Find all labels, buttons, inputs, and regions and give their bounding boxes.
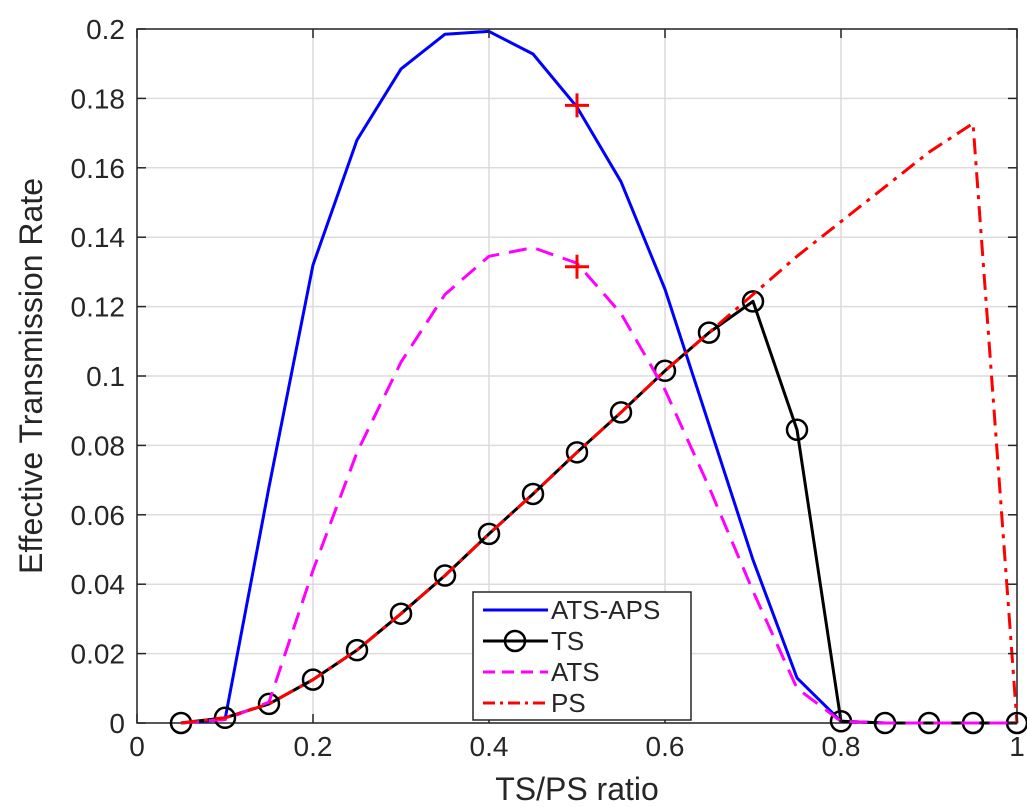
legend-item: PS (483, 688, 586, 718)
y-axis-label: Effective Transmission Rate (13, 178, 49, 574)
legend-box (472, 591, 692, 721)
data-point-marker (521, 482, 545, 506)
legend-item: ATS-APS (483, 595, 660, 625)
y-tick-label: 0.14 (71, 222, 126, 253)
y-tick-label: 0.18 (71, 83, 126, 114)
y-tick-label: 0 (109, 708, 125, 739)
x-tick-label: 0.4 (470, 731, 509, 762)
x-tick-label: 0.2 (294, 731, 333, 762)
y-tick-label: 0.02 (71, 639, 126, 670)
x-axis-label: TS/PS ratio (495, 771, 659, 807)
y-tick-label: 0.16 (71, 153, 126, 184)
plus-marker (565, 254, 589, 279)
x-tick-label: 1 (1009, 731, 1025, 762)
data-point-marker (565, 441, 589, 464)
annotation-layer (565, 93, 589, 279)
series-ats (180, 246, 1017, 725)
legend-label: TS (551, 626, 584, 656)
series-layer (169, 29, 1027, 735)
data-point-marker (785, 418, 809, 442)
y-tick-label: 0.2 (86, 14, 125, 45)
y-tick-label: 0.1 (86, 361, 125, 392)
legend-label: PS (551, 688, 586, 718)
data-point-marker (257, 692, 281, 716)
legend-item: TS (483, 626, 584, 656)
data-point-marker (389, 602, 413, 625)
x-tick-label: 0.8 (822, 731, 861, 762)
series-line (180, 121, 1019, 725)
x-tick-label: 0.6 (646, 731, 685, 762)
data-point-marker (433, 564, 457, 587)
legend-marker (503, 629, 527, 653)
y-tick-label: 0.06 (71, 500, 126, 531)
data-point-marker (697, 321, 721, 344)
tick-labels: 0 0.2 0.4 0.6 0.8 1 0 0.02 0.04 0.06 0.08 0.1 0.12 0.… (71, 14, 1025, 762)
data-point-marker (301, 668, 325, 691)
legend-item: ATS (483, 657, 600, 687)
y-tick-label: 0.12 (71, 292, 126, 323)
y-tick-label: 0.04 (71, 569, 126, 600)
legend-label: ATS-APS (551, 595, 660, 625)
x-tick-label: 0 (129, 731, 145, 762)
series-ps (180, 121, 1019, 725)
y-tick-label: 0.08 (71, 430, 126, 461)
data-point-marker (609, 401, 633, 424)
plus-marker (565, 93, 589, 118)
data-point-marker (477, 522, 501, 546)
series-line (180, 246, 1017, 725)
data-point-marker (345, 638, 369, 662)
data-point-marker (741, 290, 765, 313)
legend-label: ATS (551, 657, 600, 687)
